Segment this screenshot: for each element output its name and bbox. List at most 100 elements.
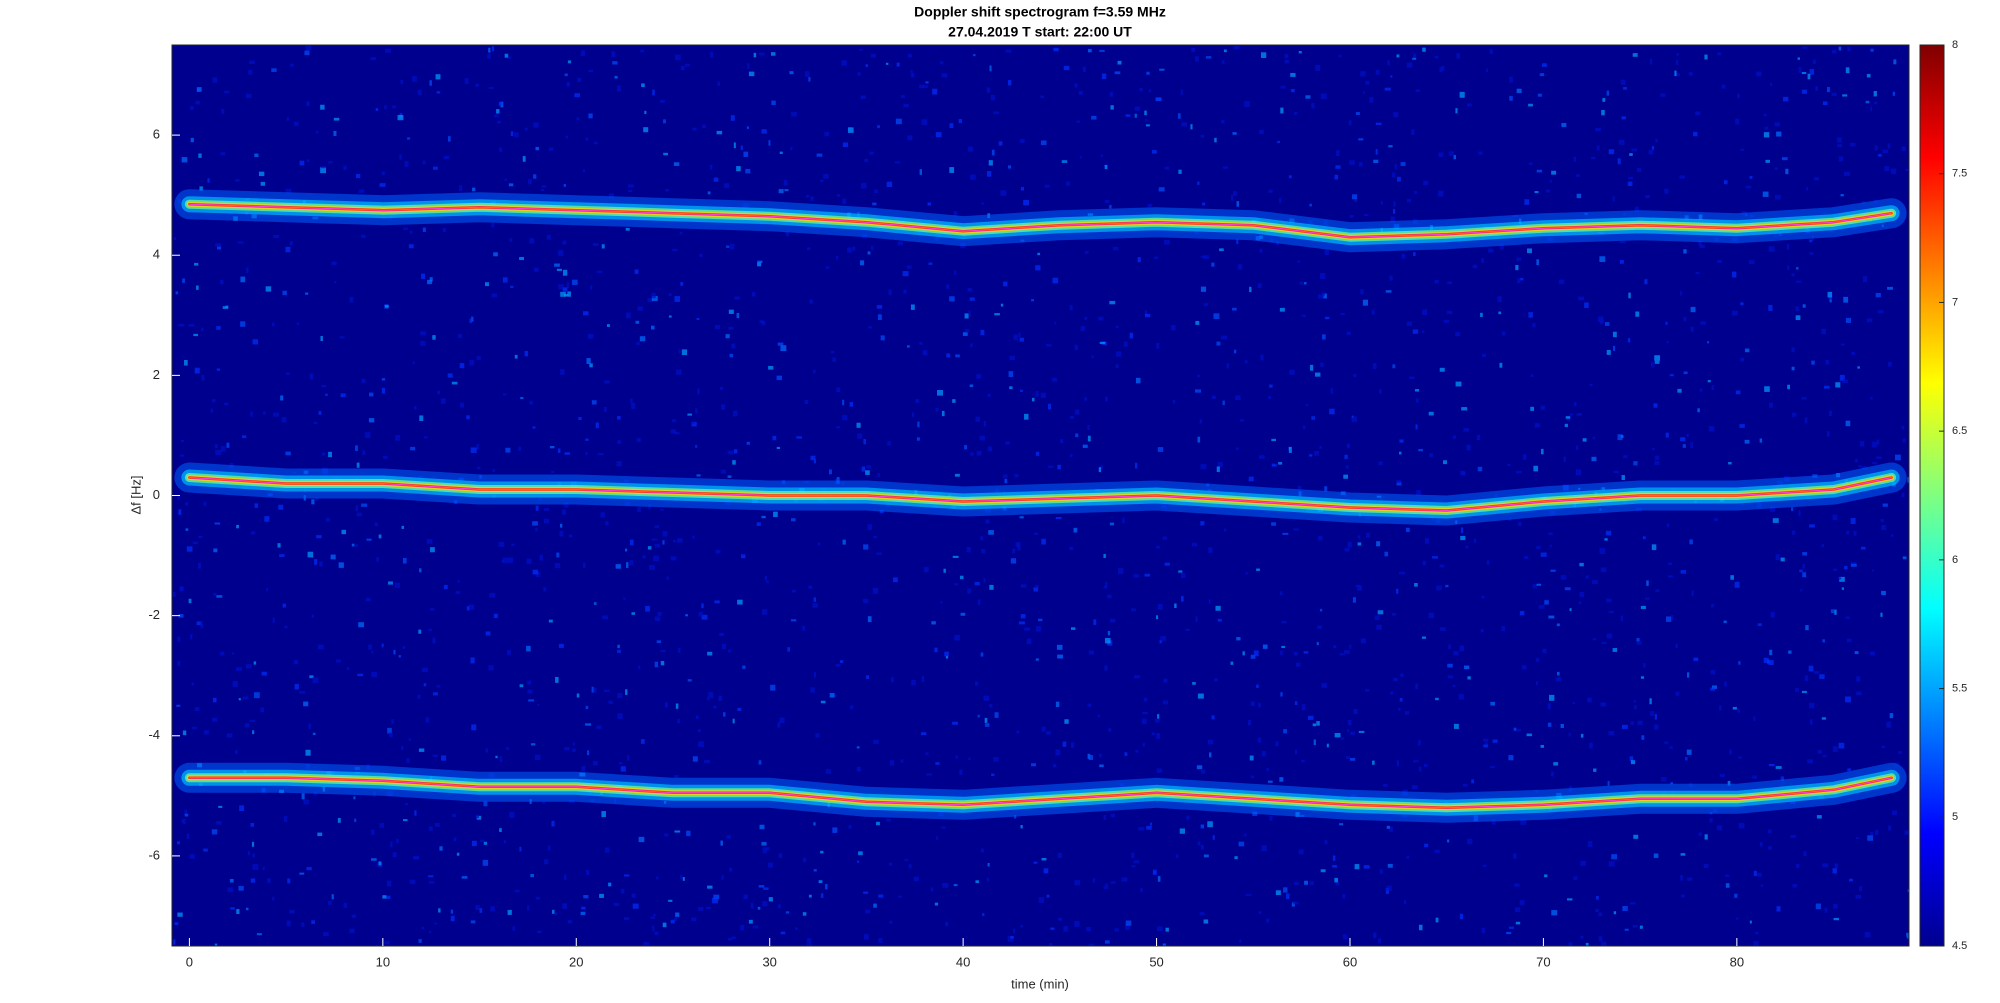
noise-speckle [204, 730, 209, 735]
noise-speckle [729, 353, 734, 358]
noise-speckle [1300, 759, 1305, 763]
noise-speckle [1038, 618, 1043, 622]
noise-speckle [203, 848, 208, 852]
noise-speckle [1343, 474, 1349, 479]
noise-speckle [589, 363, 593, 368]
noise-speckle [1256, 684, 1259, 688]
noise-speckle [1221, 335, 1228, 340]
noise-speckle [1532, 323, 1536, 328]
noise-speckle [1294, 882, 1299, 886]
noise-speckle [1074, 344, 1078, 350]
noise-speckle [1013, 928, 1016, 934]
noise-speckle [214, 943, 218, 946]
noise-speckle [1902, 556, 1907, 560]
noise-speckle [1770, 611, 1775, 618]
noise-speckle [1099, 764, 1104, 768]
noise-speckle [656, 640, 662, 644]
noise-speckle [519, 846, 522, 852]
noise-speckle [1034, 532, 1039, 535]
noise-speckle [556, 268, 562, 271]
noise-speckle [421, 273, 426, 280]
noise-speckle [1384, 87, 1391, 91]
noise-speckle [1661, 777, 1667, 782]
noise-speckle [212, 697, 217, 703]
noise-speckle [1676, 53, 1679, 56]
noise-speckle [937, 390, 943, 396]
noise-speckle [529, 400, 533, 405]
noise-speckle [1845, 67, 1850, 74]
noise-speckle [477, 466, 481, 470]
noise-speckle [1458, 694, 1464, 700]
noise-speckle [402, 557, 407, 564]
noise-speckle [355, 174, 361, 179]
noise-speckle [736, 312, 740, 319]
noise-speckle [533, 267, 539, 272]
noise-speckle [1711, 604, 1714, 608]
noise-speckle [1037, 252, 1041, 256]
noise-speckle [1249, 755, 1254, 761]
noise-speckle [1040, 95, 1044, 99]
noise-speckle [1134, 113, 1137, 118]
noise-speckle [1201, 769, 1206, 774]
noise-speckle [1453, 723, 1459, 729]
noise-speckle [590, 285, 593, 290]
noise-speckle [1798, 67, 1802, 73]
noise-speckle [1114, 928, 1119, 932]
noise-speckle [923, 566, 929, 573]
noise-speckle [1759, 438, 1763, 443]
noise-speckle [328, 451, 332, 458]
noise-speckle [1734, 893, 1738, 898]
noise-speckle [201, 327, 204, 332]
noise-speckle [1630, 760, 1636, 765]
noise-speckle [594, 141, 598, 145]
noise-speckle [1644, 279, 1648, 285]
noise-speckle [1439, 627, 1446, 631]
noise-speckle [803, 857, 807, 863]
noise-speckle [698, 728, 701, 733]
noise-speckle [1238, 841, 1245, 847]
noise-speckle [820, 179, 824, 182]
noise-speckle [1643, 662, 1646, 668]
noise-speckle [476, 443, 480, 450]
noise-speckle [1693, 657, 1699, 662]
noise-speckle [888, 862, 893, 866]
noise-speckle [1587, 697, 1592, 703]
noise-speckle [338, 562, 344, 568]
noise-speckle [1401, 253, 1406, 259]
noise-speckle [1192, 682, 1196, 685]
noise-speckle [427, 279, 433, 285]
noise-speckle [388, 581, 393, 585]
noise-speckle [955, 354, 960, 358]
noise-speckle [1533, 465, 1539, 472]
noise-speckle [808, 894, 812, 898]
noise-speckle [1392, 677, 1398, 682]
noise-speckle [194, 367, 200, 374]
noise-speckle [1584, 302, 1589, 308]
noise-speckle [596, 725, 602, 729]
noise-speckle [1532, 584, 1538, 589]
noise-speckle [1730, 575, 1734, 580]
noise-speckle [910, 70, 913, 74]
noise-speckle [253, 661, 257, 665]
noise-speckle [1635, 311, 1640, 317]
noise-speckle [727, 450, 734, 455]
noise-speckle [1020, 186, 1025, 191]
noise-speckle [1278, 462, 1283, 465]
noise-speckle [535, 527, 538, 532]
noise-speckle [564, 452, 571, 455]
noise-speckle [1373, 932, 1377, 939]
noise-speckle [440, 398, 446, 404]
noise-speckle [358, 622, 365, 628]
noise-speckle [375, 108, 379, 111]
noise-speckle [1236, 238, 1239, 245]
noise-speckle [1069, 305, 1073, 311]
noise-speckle [1654, 455, 1660, 460]
noise-speckle [871, 245, 874, 251]
noise-speckle [732, 460, 736, 465]
noise-speckle [697, 388, 700, 395]
noise-speckle [1375, 122, 1382, 126]
noise-speckle [414, 810, 417, 816]
noise-speckle [1821, 717, 1827, 720]
noise-speckle [695, 715, 699, 720]
noise-speckle [1324, 486, 1328, 492]
